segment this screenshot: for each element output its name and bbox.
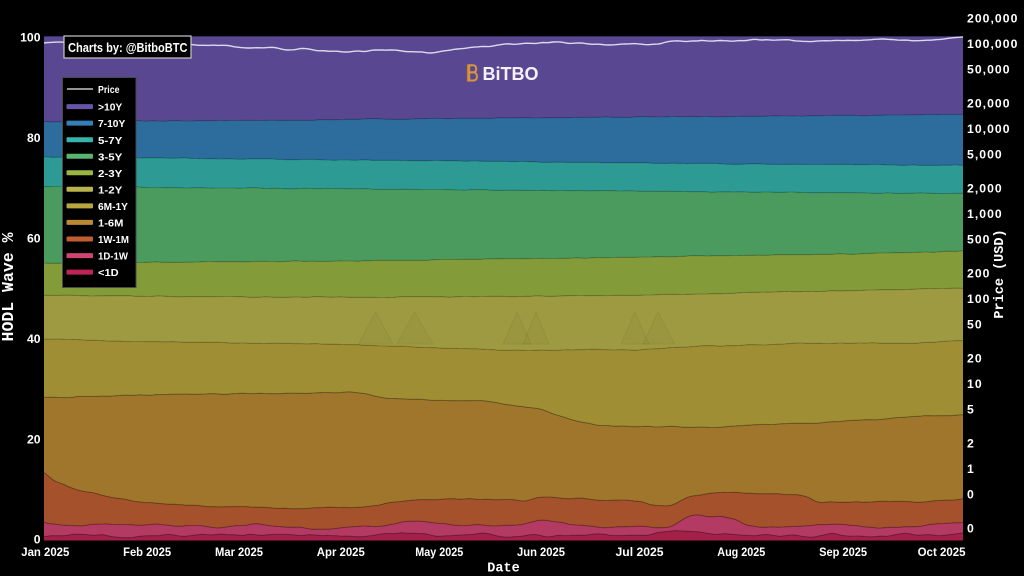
svg-text:10,000: 10,000 bbox=[967, 122, 1011, 136]
svg-text:50: 50 bbox=[967, 318, 983, 332]
svg-text:200: 200 bbox=[967, 266, 990, 280]
svg-text:50,000: 50,000 bbox=[967, 63, 1011, 77]
svg-text:Aug 2025: Aug 2025 bbox=[717, 545, 765, 559]
svg-text:0: 0 bbox=[967, 521, 975, 535]
svg-text:7-10Y: 7-10Y bbox=[98, 118, 125, 130]
svg-text:100,000: 100,000 bbox=[967, 37, 1018, 51]
svg-text:500: 500 bbox=[967, 233, 990, 247]
svg-text:20: 20 bbox=[967, 351, 983, 365]
svg-text:Oct 2025: Oct 2025 bbox=[918, 545, 966, 559]
svg-text:Feb 2025: Feb 2025 bbox=[123, 545, 171, 559]
svg-text:BiTBO: BiTBO bbox=[483, 64, 539, 84]
svg-text:5,000: 5,000 bbox=[967, 148, 1003, 162]
svg-text:5: 5 bbox=[967, 403, 975, 417]
svg-text:1W-1M: 1W-1M bbox=[98, 234, 129, 246]
svg-text:1-6M: 1-6M bbox=[98, 218, 124, 230]
svg-text:HODL Wave %: HODL Wave % bbox=[0, 232, 18, 341]
svg-text:<1D: <1D bbox=[98, 267, 119, 279]
svg-text:40: 40 bbox=[27, 332, 41, 346]
svg-text:Jan 2025: Jan 2025 bbox=[21, 545, 69, 559]
svg-text:Sep 2025: Sep 2025 bbox=[819, 545, 867, 559]
svg-text:1,000: 1,000 bbox=[967, 207, 1003, 221]
svg-text:Apr 2025: Apr 2025 bbox=[317, 545, 365, 559]
svg-text:2: 2 bbox=[967, 436, 975, 450]
svg-text:100: 100 bbox=[967, 292, 990, 306]
svg-text:20: 20 bbox=[27, 432, 41, 446]
svg-text:80: 80 bbox=[27, 131, 41, 145]
svg-text:20,000: 20,000 bbox=[967, 96, 1011, 110]
svg-text:Mar 2025: Mar 2025 bbox=[215, 545, 263, 559]
svg-text:Charts by: @BitboBTC: Charts by: @BitboBTC bbox=[68, 40, 188, 55]
svg-text:1: 1 bbox=[967, 462, 975, 476]
svg-text:0: 0 bbox=[34, 533, 41, 547]
svg-text:10: 10 bbox=[967, 377, 983, 391]
svg-text:Date: Date bbox=[487, 562, 519, 576]
svg-text:200,000: 200,000 bbox=[967, 11, 1018, 25]
svg-text:>10Y: >10Y bbox=[98, 102, 122, 114]
svg-text:6M-1Y: 6M-1Y bbox=[98, 201, 128, 213]
svg-text:1-2Y: 1-2Y bbox=[98, 184, 122, 196]
svg-text:100: 100 bbox=[20, 31, 41, 45]
svg-text:Jul 2025: Jul 2025 bbox=[616, 545, 664, 559]
svg-text:Price: Price bbox=[98, 84, 120, 96]
svg-text:May 2025: May 2025 bbox=[415, 545, 463, 559]
svg-text:5-7Y: 5-7Y bbox=[98, 135, 122, 147]
svg-text:0: 0 bbox=[967, 488, 975, 502]
svg-text:60: 60 bbox=[27, 232, 41, 246]
svg-text:2,000: 2,000 bbox=[967, 181, 1003, 195]
svg-text:Jun 2025: Jun 2025 bbox=[517, 545, 565, 559]
svg-text:Price (USD): Price (USD) bbox=[993, 229, 1008, 318]
svg-text:1D-1W: 1D-1W bbox=[98, 251, 128, 263]
svg-text:3-5Y: 3-5Y bbox=[98, 151, 122, 163]
svg-text:2-3Y: 2-3Y bbox=[98, 168, 122, 180]
